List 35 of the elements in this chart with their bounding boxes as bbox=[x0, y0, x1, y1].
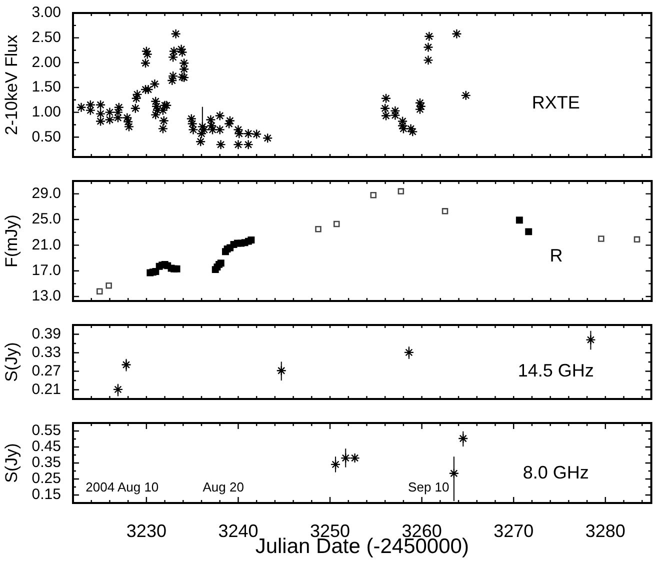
y-tick-label: 0.35 bbox=[32, 454, 61, 472]
x-tick-label: 3230 bbox=[126, 520, 166, 541]
annotation: 2004 Aug 10 bbox=[86, 479, 159, 494]
y-axis-title: F(mJy) bbox=[2, 214, 21, 268]
y-axis-title: S(Jy) bbox=[2, 342, 21, 382]
y-tick-label: 2.50 bbox=[32, 28, 61, 46]
x-tick-label: 3270 bbox=[494, 520, 534, 541]
y-tick-label: 1.50 bbox=[32, 78, 61, 96]
y-tick-label: 21.0 bbox=[32, 236, 61, 254]
x-tick-label: 3280 bbox=[585, 520, 626, 541]
x-tick-label: 3240 bbox=[218, 520, 258, 541]
y-tick-label: 17.0 bbox=[32, 262, 61, 279]
y-tick-label: 0.15 bbox=[32, 486, 61, 504]
y-tick-label: 0.33 bbox=[32, 344, 61, 361]
y-tick-label: 13.0 bbox=[32, 288, 61, 305]
y-tick-label: 0.25 bbox=[32, 470, 61, 488]
y-tick-label: 0.27 bbox=[32, 362, 61, 380]
y-tick-label: 0.39 bbox=[32, 325, 61, 342]
y-tick-label: 0.45 bbox=[32, 438, 61, 456]
annotation: 14.5 GHz bbox=[518, 360, 594, 381]
y-tick-label: 0.55 bbox=[32, 422, 61, 440]
y-axis-title: S(Jy) bbox=[2, 443, 21, 483]
annotation: 8.0 GHz bbox=[522, 462, 589, 482]
annotation: Aug 20 bbox=[202, 479, 244, 494]
y-tick-label: 2.00 bbox=[32, 54, 61, 71]
y-tick-label: 3.00 bbox=[32, 4, 61, 22]
y-axis-title: 2-10keV Flux bbox=[2, 34, 21, 136]
y-tick-label: 29.0 bbox=[32, 184, 61, 202]
y-tick-label: 25.0 bbox=[32, 210, 61, 228]
annotation: R bbox=[550, 246, 563, 266]
annotation: RXTE bbox=[532, 92, 580, 113]
annotation: Sep 10 bbox=[408, 479, 450, 494]
y-tick-label: 0.50 bbox=[32, 128, 61, 146]
y-tick-label: 0.21 bbox=[32, 380, 61, 398]
y-tick-label: 1.00 bbox=[32, 103, 61, 120]
